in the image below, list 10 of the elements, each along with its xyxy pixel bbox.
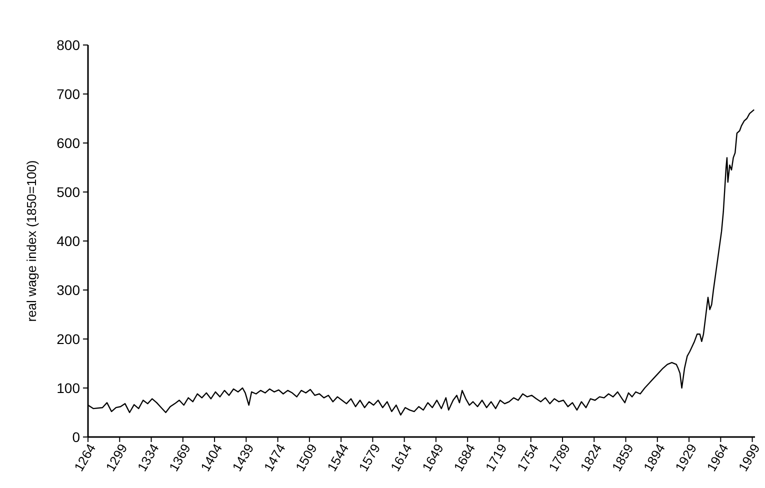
y-tick-label: 600 bbox=[56, 134, 80, 151]
y-axis-title: real wage index (1850=100) bbox=[24, 160, 39, 322]
y-tick-label: 700 bbox=[56, 86, 80, 102]
y-tick-label: 0 bbox=[72, 428, 80, 445]
y-tick-label: 800 bbox=[56, 36, 80, 53]
y-tick-label: 300 bbox=[56, 282, 80, 298]
y-tick-label: 500 bbox=[56, 184, 80, 200]
y-tick-label: 400 bbox=[56, 232, 80, 249]
y-tick-label: 100 bbox=[56, 380, 80, 396]
y-tick-label: 200 bbox=[56, 330, 80, 347]
